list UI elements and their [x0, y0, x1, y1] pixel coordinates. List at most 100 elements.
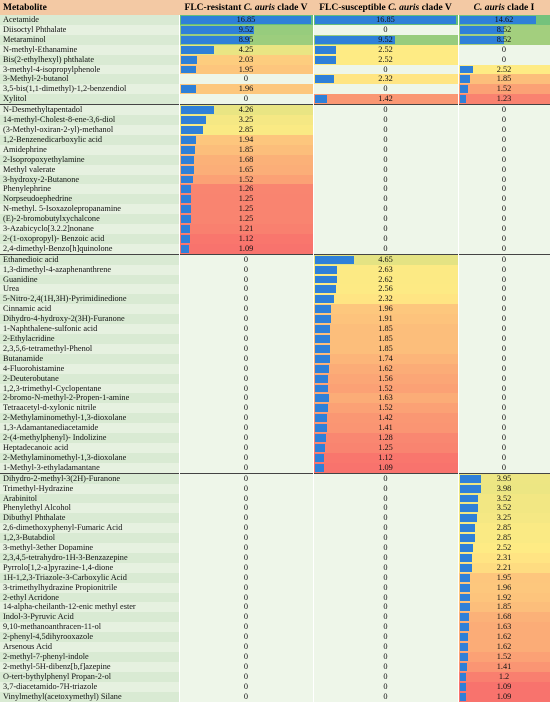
- data-bar: [314, 95, 327, 104]
- data-bar: [314, 424, 327, 433]
- value-text: 0: [383, 134, 388, 144]
- value-cell: 1.42: [313, 94, 459, 105]
- data-bar: [180, 135, 196, 144]
- metabolite-name: 9,10-methanoanthracen-11-ol: [0, 622, 180, 633]
- table-row: 1-Naphthalene-sulfonic acid 0 1.85 0: [0, 324, 550, 334]
- value-text: 0: [243, 582, 249, 592]
- value-text: 0: [383, 233, 388, 243]
- data-bar: [459, 474, 481, 483]
- header-clade-i: C. auris clade I: [458, 0, 550, 15]
- table-row: 14-methyl-Cholest-8-ene-3,6-diol 3.25 0 0: [0, 115, 550, 125]
- data-bar: [459, 682, 466, 691]
- table-row: Dihydro-4-hydroxy-2(3H)-Furanone 0 1.91 0: [0, 314, 550, 325]
- table-row: 5-Nitro-2,4(1H,3H)-Pyrimidinedione 0 2.32 0: [0, 294, 550, 305]
- value-cell: 0: [179, 503, 314, 514]
- value-text: 0: [243, 671, 249, 681]
- value-text: 0: [243, 503, 249, 513]
- metabolite-name: 3-trimethylhydrazine Propionitrile: [0, 582, 180, 593]
- value-cell: 1.63: [458, 622, 550, 633]
- value-text: 3.52: [496, 493, 512, 503]
- value-cell: 0: [179, 393, 314, 404]
- value-text: 1.65: [238, 164, 254, 174]
- data-bar: [314, 344, 330, 353]
- table-row: Metaraminol 8.95 9.52 8.52: [0, 34, 550, 45]
- value-cell: 1.09: [179, 243, 314, 255]
- value-text: 0: [243, 592, 249, 602]
- metabolite-name: O-tert-bythylphenyl Propan-2-ol: [0, 671, 180, 682]
- value-cell: 0: [179, 652, 314, 662]
- table-row: Dihydro-2-methyl-3(2H)-Furanone 0 0 3.95: [0, 472, 550, 484]
- table-row: Vinylmethyl(acetoxymethyl) Silane 0 0 1.09: [0, 691, 550, 702]
- table-row: Pyrrolo[1,2-a]pyrazine-1,4-dione 0 0 2.21: [0, 562, 550, 573]
- metabolite-name: Tetraacetyl-d-xylonic nitrile: [0, 403, 180, 414]
- value-text: 1.68: [238, 154, 254, 164]
- value-cell: 0: [179, 671, 314, 682]
- value-cell: 1.25: [179, 194, 314, 205]
- metabolite-name: Vinylmethyl(acetoxymethyl) Silane: [0, 691, 180, 702]
- value-cell: 0: [179, 403, 314, 414]
- value-cell: 2.32: [313, 74, 459, 85]
- table-row: 1,2,3-trimethyl-Cyclopentane 0 1.52 0: [0, 383, 550, 394]
- value-cell: 0: [313, 64, 459, 75]
- data-bar: [459, 85, 468, 94]
- value-text: 0: [243, 94, 249, 104]
- metabolite-name: 2-Methylaminomethyl-1,3-dioxolane: [0, 413, 180, 424]
- value-cell: 0: [458, 134, 550, 145]
- value-cell: 0: [313, 602, 459, 613]
- value-text: 0: [501, 254, 507, 264]
- value-cell: 1.96: [458, 582, 550, 593]
- data-bar: [314, 394, 329, 403]
- data-bar: [180, 165, 194, 174]
- table-row: 4-Fluorohistamine 0 1.62 0: [0, 363, 550, 374]
- data-bar: [314, 463, 324, 472]
- value-text: 0: [243, 314, 249, 324]
- value-text: 0: [501, 124, 507, 134]
- value-cell: 0: [458, 423, 550, 434]
- value-cell: 3.25: [179, 115, 314, 125]
- value-cell: 0: [313, 652, 459, 662]
- value-cell: 0: [458, 44, 550, 55]
- value-text: 0: [501, 373, 507, 383]
- value-text: 1.52: [378, 383, 393, 393]
- value-cell: 1.96: [179, 84, 314, 95]
- value-text: 0: [501, 154, 507, 164]
- value-cell: 1.21: [179, 224, 314, 234]
- table-row: 1H-1,2,3-Triazole-3-Carboxylic Acid 0 0 1.9…: [0, 572, 550, 583]
- value-cell: 0: [179, 274, 314, 285]
- value-cell: 2.85: [458, 523, 550, 534]
- value-cell: 1.85: [458, 602, 550, 613]
- value-cell: 0: [458, 214, 550, 225]
- value-text: 4.26: [238, 105, 254, 115]
- data-bar: [314, 16, 456, 24]
- metabolite-name: 2-methyl-7-phenyl-indole: [0, 652, 180, 662]
- metabolite-name: Diisoctyl Phthalate: [0, 24, 180, 35]
- value-text: 0: [383, 144, 388, 154]
- value-text: 1.25: [238, 204, 254, 214]
- metabolite-name: 3-hydroxy-2-Butanone: [0, 174, 180, 185]
- table-row: Guanidine 0 2.62 0: [0, 274, 550, 285]
- metabolite-name: Arsenous Acid: [0, 642, 180, 652]
- value-text: 1.95: [238, 64, 254, 74]
- value-text: 2.31: [496, 552, 512, 562]
- value-cell: 0: [179, 661, 314, 672]
- value-cell: 0: [179, 324, 314, 334]
- value-text: 0: [501, 462, 507, 472]
- data-bar: [314, 404, 328, 413]
- value-cell: 3.95: [458, 472, 550, 484]
- value-cell: 1.65: [179, 164, 314, 175]
- value-cell: 0: [179, 304, 314, 315]
- data-bar: [459, 573, 470, 582]
- value-text: 0: [383, 64, 388, 74]
- metabolite-name: N-Desmethyltapentadol: [0, 104, 180, 116]
- value-text: 0: [243, 433, 249, 443]
- data-bar: [314, 75, 334, 84]
- value-text: 0: [383, 552, 388, 562]
- metabolite-name: 1-Methyl-3-ethyladamantane: [0, 462, 180, 474]
- metabolite-name: Indol-3-Pyruvic Acid: [0, 612, 180, 623]
- value-text: 0: [243, 533, 249, 543]
- value-cell: 1.25: [179, 214, 314, 225]
- value-cell: 1.12: [179, 233, 314, 244]
- metabolite-name: Heptadecanoic acid: [0, 442, 180, 453]
- metabolite-name: 2,3,5,6-tetramethyl-Phenol: [0, 343, 180, 354]
